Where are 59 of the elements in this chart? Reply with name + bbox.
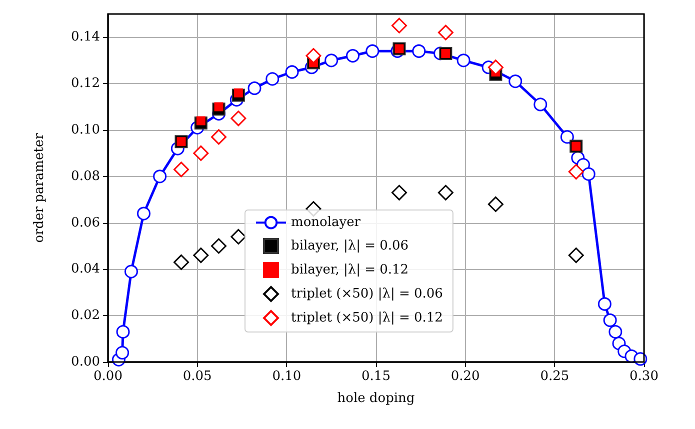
point <box>534 98 548 112</box>
y-tick-label: 0.12 <box>71 76 100 92</box>
point <box>193 145 209 161</box>
point <box>568 164 584 180</box>
x-tick-label: 0.30 <box>630 369 658 384</box>
legend-label: monolayer <box>291 215 362 230</box>
point <box>456 54 470 68</box>
point <box>603 313 617 327</box>
point <box>324 54 338 68</box>
point <box>391 184 407 200</box>
point <box>153 170 167 184</box>
x-axis-title: hole doping <box>337 391 415 406</box>
point <box>116 325 130 339</box>
point <box>366 44 380 58</box>
y-tick-label: 0.08 <box>71 168 100 184</box>
x-tick-label: 0.00 <box>94 369 122 384</box>
point <box>193 248 209 264</box>
x-tick-label: 0.20 <box>450 369 480 384</box>
point <box>248 81 262 95</box>
point <box>136 206 150 220</box>
point <box>211 129 227 145</box>
point <box>582 167 596 181</box>
y-tick-label: 0.14 <box>71 30 100 45</box>
point <box>285 65 299 79</box>
legend-label: triplet (×50) |λ| = 0.06 <box>291 286 443 302</box>
y-tick-label: 0.02 <box>71 308 100 324</box>
point <box>568 248 584 264</box>
legend-label: triplet (×50) |λ| = 0.12 <box>291 310 443 326</box>
point <box>346 49 360 63</box>
y-axis-title: order parameter <box>32 132 47 243</box>
legend-label: bilayer, |λ| = 0.06 <box>291 238 409 254</box>
point <box>508 74 522 88</box>
y-tick-label: 0.06 <box>71 215 100 230</box>
x-tick-label: 0.25 <box>540 369 570 384</box>
point <box>211 238 227 254</box>
y-tick-label: 0.04 <box>71 262 100 277</box>
y-tick-label: 0.10 <box>71 122 100 138</box>
point <box>391 18 407 34</box>
point <box>116 346 130 360</box>
point <box>174 162 190 178</box>
point <box>608 325 622 339</box>
point <box>124 264 138 278</box>
legend-label: bilayer, |λ| = 0.12 <box>291 262 409 278</box>
x-tick-label: 0.10 <box>272 369 302 384</box>
point <box>488 60 504 76</box>
point <box>174 254 190 270</box>
point <box>266 72 280 86</box>
point <box>598 297 612 311</box>
point <box>306 48 322 64</box>
point <box>412 44 426 58</box>
point <box>230 228 246 244</box>
point <box>438 184 454 200</box>
point <box>438 24 454 40</box>
y-tick-label: 0.00 <box>71 354 100 370</box>
point <box>488 196 504 212</box>
x-tick-label: 0.05 <box>182 369 212 384</box>
x-tick-label: 0.15 <box>362 369 390 384</box>
point <box>560 130 574 144</box>
point <box>230 110 246 126</box>
